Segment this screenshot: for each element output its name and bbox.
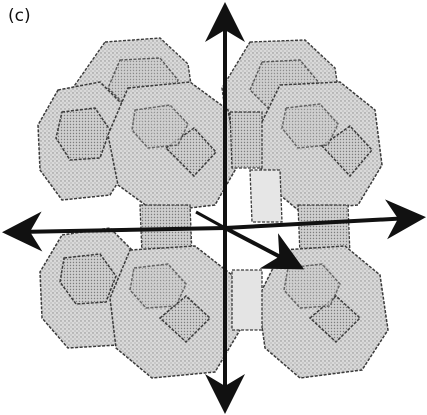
prism-lower — [231, 269, 263, 331]
y-axis-diagonal-arrow — [224, 226, 305, 270]
cage-front-lower-left — [109, 245, 241, 379]
x-axis-right-arrow — [224, 199, 426, 240]
y-axis-back-arrow — [195, 210, 226, 230]
panel-label: (c) — [8, 6, 31, 26]
cage-front-upper-left — [107, 81, 239, 213]
cage-front-lower-right — [257, 245, 389, 379]
cage-mid-left — [37, 81, 133, 201]
x-axis-left-arrow — [2, 211, 226, 252]
prism-upper — [229, 111, 283, 223]
